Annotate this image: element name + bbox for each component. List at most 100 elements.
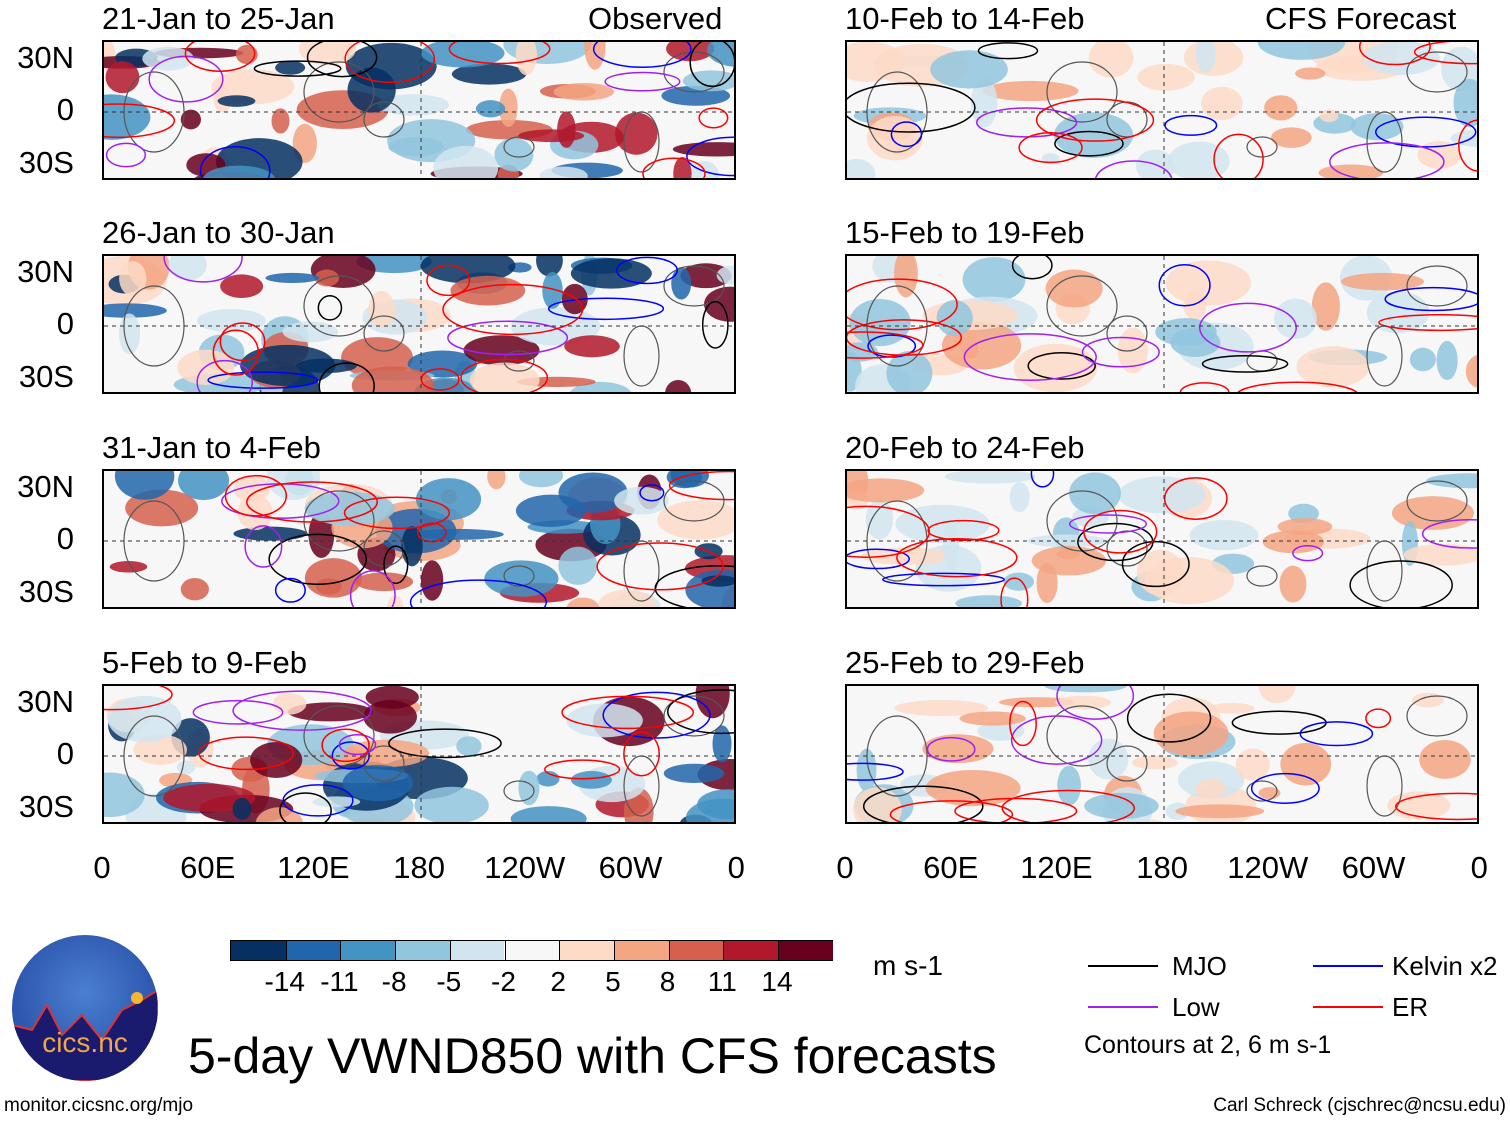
coastline xyxy=(1106,530,1148,567)
colorbar-swatch xyxy=(395,941,450,960)
legend-mjo-line xyxy=(1088,965,1158,967)
wind-anomaly-shading xyxy=(1144,557,1235,605)
wind-anomaly-shading xyxy=(484,560,559,597)
contour-kelvin xyxy=(547,297,665,321)
wind-anomaly-shading xyxy=(570,258,652,289)
wind-anomaly-shading xyxy=(1168,141,1230,178)
lat-label: 0 xyxy=(56,306,74,341)
wind-anomaly-shading xyxy=(450,275,526,306)
lon-label: 180 xyxy=(393,850,445,885)
wind-anomaly-shading xyxy=(1426,473,1477,489)
wind-anomaly-shading xyxy=(564,335,620,358)
colorbar-tick-label: 11 xyxy=(707,966,737,997)
wind-anomaly-shading xyxy=(114,471,175,500)
wind-anomaly-shading xyxy=(894,700,989,717)
contour-kelvin xyxy=(882,572,1005,587)
legend-low-line xyxy=(1088,1006,1158,1008)
wind-anomaly-shading xyxy=(1009,482,1030,513)
wind-anomaly-shading xyxy=(510,806,587,822)
wind-anomaly-shading xyxy=(487,471,506,490)
wind-anomaly-shading xyxy=(433,145,499,178)
contour-mjo xyxy=(279,792,332,822)
contour-low xyxy=(349,570,396,607)
contour-note: Contours at 2, 6 m s-1 xyxy=(1084,1031,1332,1059)
panel-title: 25-Feb to 29-Feb xyxy=(845,645,1085,680)
wind-anomaly-shading xyxy=(1403,544,1477,566)
wind-anomaly-shading xyxy=(518,471,564,488)
wind-anomaly-shading xyxy=(414,786,489,822)
contour-low xyxy=(338,733,377,756)
colorbar-swatch xyxy=(559,941,614,960)
wind-anomaly-shading xyxy=(217,95,256,107)
wind-anomaly-shading xyxy=(558,472,628,513)
wind-anomaly-shading xyxy=(962,257,1026,302)
contour-er xyxy=(896,538,1018,578)
colorbar-tick-label: -11 xyxy=(320,966,359,997)
wind-anomaly-shading xyxy=(368,291,396,329)
wind-anomaly-shading xyxy=(712,725,732,763)
colorbar-tick-label: 5 xyxy=(605,966,621,997)
contour-mjo xyxy=(388,728,502,759)
coastline xyxy=(1366,755,1403,817)
wind-anomaly-shading xyxy=(109,561,148,573)
coastline xyxy=(363,315,405,352)
wind-anomaly-shading xyxy=(271,108,290,134)
wind-anomaly-shading xyxy=(232,797,252,820)
contour-er xyxy=(448,42,551,65)
wind-anomaly-shading xyxy=(570,771,613,789)
wind-anomaly-shading xyxy=(196,309,266,333)
wind-anomaly-shading xyxy=(355,572,414,592)
contour-kelvin xyxy=(616,256,679,285)
wind-anomaly-shading xyxy=(342,764,413,802)
wind-anomaly-shading xyxy=(518,129,585,143)
wind-anomaly-shading xyxy=(315,578,342,595)
panel-title: 31-Jan to 4-Feb xyxy=(102,430,321,465)
wind-anomaly-shading xyxy=(515,42,538,76)
contour-mjo xyxy=(862,785,984,822)
contour-er xyxy=(219,322,266,362)
contour-er xyxy=(1395,792,1477,821)
contour-er xyxy=(889,800,1014,822)
wind-anomaly-shading xyxy=(894,256,918,298)
wind-anomaly-shading xyxy=(1280,742,1332,786)
contour-mjo xyxy=(383,545,409,585)
wind-anomaly-shading xyxy=(1003,572,1035,591)
coastline xyxy=(1246,136,1278,158)
contour-er xyxy=(104,686,173,711)
colorbar-swatch xyxy=(613,941,669,960)
wind-anomaly-shading xyxy=(1271,127,1312,148)
contour-low xyxy=(963,333,1097,382)
wind-anomaly-shading xyxy=(1264,95,1298,121)
contour-er xyxy=(1413,42,1477,65)
wind-anomaly-shading xyxy=(105,61,140,94)
wind-anomaly-shading xyxy=(1258,686,1296,704)
wind-anomaly-shading xyxy=(666,471,703,489)
contour-kelvin xyxy=(847,762,904,781)
wind-anomaly-shading xyxy=(304,491,395,526)
wind-anomaly-shading xyxy=(665,380,692,392)
wind-anomaly-shading xyxy=(1366,291,1430,334)
wind-anomaly-shading xyxy=(1189,520,1259,551)
lon-label: 120E xyxy=(277,850,350,885)
wind-anomaly-shading xyxy=(377,94,449,116)
colorbar-swatch xyxy=(723,941,778,960)
contour-er xyxy=(623,731,660,777)
wind-anomaly-shading xyxy=(1235,748,1270,781)
wind-anomaly-shading xyxy=(1053,112,1134,159)
contour-kelvin xyxy=(1299,721,1374,747)
wind-anomaly-shading xyxy=(695,686,730,719)
wind-anomaly-shading xyxy=(107,695,182,743)
legend-kelvin-label: Kelvin x2 xyxy=(1392,951,1498,981)
wind-anomaly-shading xyxy=(1117,476,1207,514)
wind-anomaly-shading xyxy=(697,789,734,820)
colorbar-tick-label: -2 xyxy=(491,966,516,997)
contour-kelvin xyxy=(207,371,319,389)
coastline xyxy=(363,101,405,138)
contour-er xyxy=(544,759,621,780)
lon-label: 0 xyxy=(93,850,111,885)
lat-label: 30N xyxy=(17,469,74,504)
wind-anomaly-shading xyxy=(1031,545,1107,576)
contour-er xyxy=(954,797,1078,822)
wind-anomaly-shading xyxy=(1419,740,1471,779)
lat-label: 0 xyxy=(56,92,74,127)
